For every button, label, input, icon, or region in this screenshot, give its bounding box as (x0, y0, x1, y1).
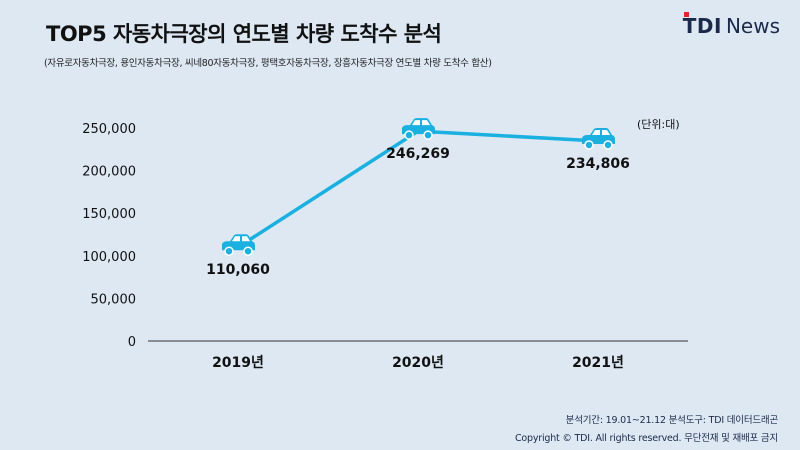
y-tick-label: 0 (128, 335, 136, 350)
y-tick-label: 250,000 (82, 122, 136, 137)
data-label: 246,269 (386, 146, 450, 162)
analysis-info: 분석기간: 19.01~21.12 분석도구: TDI 데이터드래곤 (565, 415, 779, 426)
x-tick-label: 2021년 (572, 355, 624, 371)
logo-suffix: News (725, 14, 780, 38)
car-icon (222, 234, 255, 256)
x-tick-label: 2020년 (392, 355, 444, 371)
unit-label: (단위:대) (637, 118, 680, 131)
y-tick-label: 100,000 (82, 250, 136, 265)
y-tick-label: 150,000 (82, 207, 136, 222)
car-icon (402, 118, 435, 140)
page-title: TOP5 자동차극장의 연도별 차량 도착수 분석 (46, 22, 442, 46)
y-tick-label: 50,000 (91, 292, 137, 307)
page-subtitle: (자유로자동차극장, 용인자동차극장, 씨네80자동차극장, 평택호자동차극장,… (44, 58, 492, 69)
logo-brand: TDI (682, 12, 722, 38)
y-tick-label: 200,000 (82, 165, 136, 180)
data-label: 110,060 (206, 262, 270, 278)
data-label: 234,806 (566, 156, 630, 172)
x-tick-label: 2019년 (212, 355, 264, 371)
car-icon (582, 127, 615, 150)
tdi-news-logo: TDI News (682, 12, 780, 38)
copyright-notice: Copyright © TDI. All rights reserved. 무단… (514, 433, 778, 444)
